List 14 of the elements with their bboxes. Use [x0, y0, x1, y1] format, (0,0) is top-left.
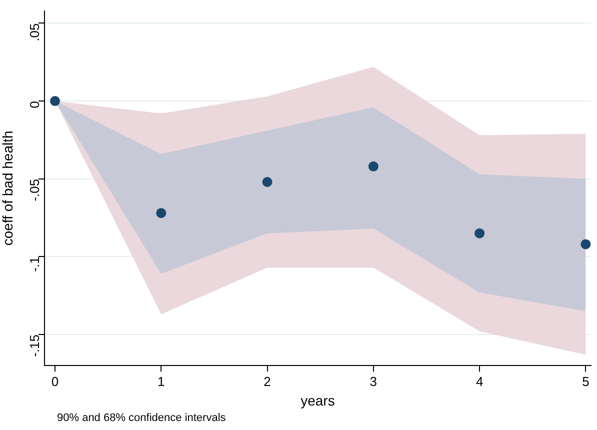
y-tick-label: -.15: [26, 334, 42, 357]
x-tick-label: 4: [476, 374, 484, 389]
x-tick-label: 3: [370, 374, 378, 389]
y-tick-label: 0: [26, 101, 42, 108]
x-tick-label: 2: [264, 374, 271, 389]
x-tick-label: 0: [51, 374, 59, 389]
y-tick-label: .05: [26, 23, 42, 42]
x-tick-label: 5: [582, 374, 590, 389]
y-tick-label: -.05: [26, 178, 42, 202]
x-tick-label: 1: [158, 374, 165, 389]
x-axis-title: years: [300, 392, 335, 408]
text: 90% and 68% confidence intervals: [57, 412, 226, 424]
y-tick-label: -.1: [26, 256, 42, 272]
y-axis-title: coeff of bad health: [0, 130, 16, 246]
